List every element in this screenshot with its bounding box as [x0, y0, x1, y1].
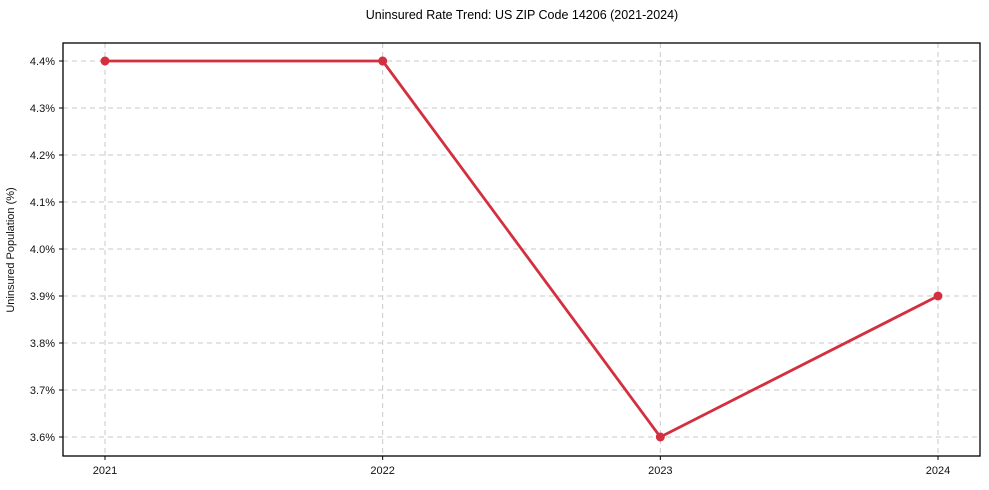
x-tick-label: 2022: [370, 465, 394, 477]
x-tick-label: 2021: [93, 465, 117, 477]
y-tick-label: 4.3%: [30, 103, 55, 115]
y-axis-label: Uninsured Population (%): [5, 187, 17, 312]
data-point-marker: [933, 291, 943, 301]
y-tick-label: 3.9%: [30, 291, 55, 303]
y-tick-label: 4.1%: [30, 197, 55, 209]
y-tick-label: 4.4%: [30, 56, 55, 68]
y-tick-label: 3.7%: [30, 385, 55, 397]
x-tick-label: 2024: [926, 465, 950, 477]
y-tick-label: 3.6%: [30, 432, 55, 444]
trend-line: [103, 59, 940, 439]
data-point-marker: [378, 56, 388, 66]
y-tick-label: 4.2%: [30, 150, 55, 162]
y-tick-label: 3.8%: [30, 338, 55, 350]
chart-title: Uninsured Rate Trend: US ZIP Code 14206 …: [366, 8, 678, 22]
plot-border: [62, 42, 981, 457]
data-point-marker: [655, 432, 665, 442]
data-point-marker: [100, 56, 110, 66]
axis-layer: 4.4% 4.3% 4.2% 4.1% 4.0% 3.9% 3.8% 3.7% 3.6% 2021…: [30, 42, 981, 477]
x-tick-label: 2023: [648, 465, 672, 477]
grid-layer: [63, 43, 980, 456]
series-layer: [100, 56, 943, 442]
y-tick-label: 4.0%: [30, 244, 55, 256]
